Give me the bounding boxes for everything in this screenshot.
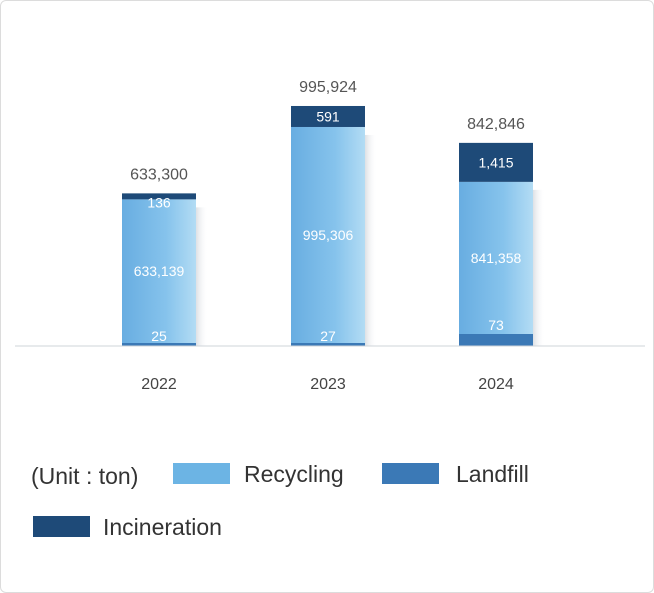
bar-shadows: [196, 134, 545, 346]
unit-label: (Unit : ton): [31, 463, 138, 489]
x-tick-label: 2024: [478, 376, 514, 393]
recycling-value-label: 633,139: [134, 263, 185, 279]
recycling-value-label: 841,358: [471, 250, 522, 266]
landfill-value-label: 25: [151, 328, 167, 344]
bar-landfill-2022: [122, 343, 196, 346]
recycling-value-label: 995,306: [303, 227, 354, 243]
bars-group: [122, 105, 533, 346]
bar-recycling-2024: [459, 181, 533, 334]
x-tick-label: 2023: [310, 376, 346, 393]
x-tick-label: 2022: [141, 376, 177, 393]
bar-recycling-2022: [122, 199, 196, 343]
bar-shadow: [533, 189, 545, 346]
legend-label-recycling: Recycling: [244, 461, 344, 487]
bar-recycling-2023: [291, 126, 365, 343]
bar-incineration-2024: [459, 142, 533, 182]
bar-incineration-2022: [122, 193, 196, 200]
bar-landfill-2024: [459, 334, 533, 346]
legend-label-landfill: Landfill: [456, 461, 529, 487]
legend: (Unit : ton) Recycling Landfill Incinera…: [31, 461, 529, 540]
bar-shadow: [365, 134, 377, 346]
incineration-value-label: 591: [316, 108, 340, 124]
legend-swatch-landfill: [382, 463, 439, 484]
incineration-value-label: 1,415: [478, 154, 513, 170]
legend-label-incineration: Incineration: [103, 514, 222, 540]
legend-swatch-incineration: [33, 516, 90, 537]
landfill-value-label: 73: [488, 317, 504, 333]
labels-group: 633,300 136 633,139 25 2022 995,924 591 995,306…: [130, 79, 525, 393]
bar-shadow: [196, 207, 208, 346]
bar-landfill-2023: [291, 343, 365, 346]
total-label: 842,846: [467, 116, 525, 133]
legend-swatch-recycling: [173, 463, 230, 484]
total-label: 633,300: [130, 166, 188, 183]
total-label: 995,924: [299, 79, 357, 96]
incineration-value-label: 136: [147, 194, 171, 210]
bar-incineration-2023: [291, 105, 365, 127]
landfill-value-label: 27: [320, 328, 336, 344]
